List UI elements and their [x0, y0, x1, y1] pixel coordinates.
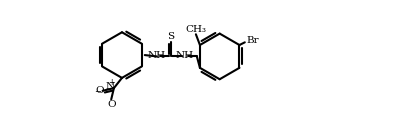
Text: $-$: $-$ — [94, 85, 102, 94]
Text: NH: NH — [176, 51, 194, 60]
Text: O: O — [107, 100, 115, 109]
Text: CH₃: CH₃ — [185, 25, 207, 34]
Text: NH: NH — [148, 51, 166, 60]
Text: S: S — [167, 32, 175, 41]
Text: +: + — [109, 79, 115, 88]
Text: Br: Br — [247, 36, 259, 45]
Text: O: O — [96, 86, 104, 95]
Text: N: N — [106, 82, 115, 91]
